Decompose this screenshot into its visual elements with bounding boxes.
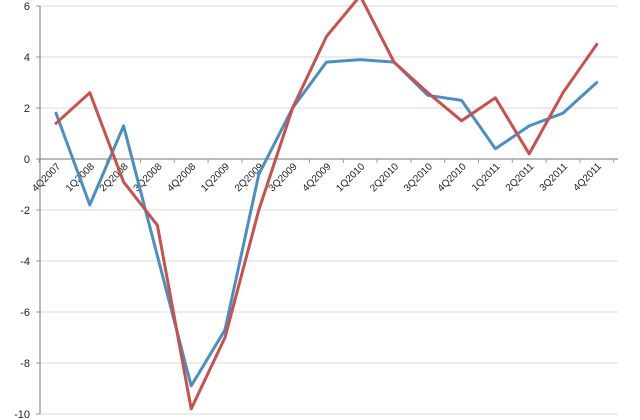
x-tick-label: 4Q2010 [436, 161, 469, 194]
y-tick-label: 0 [24, 154, 30, 166]
series-line-1 [54, 58, 599, 388]
x-tick-label: 3Q2011 [538, 161, 571, 194]
x-tick-label: 4Q2008 [165, 161, 198, 194]
x-tick-label: 2Q2009 [233, 161, 266, 194]
y-tick-label: -4 [20, 256, 30, 268]
gridlines [40, 5, 618, 415]
series-lines [54, 0, 599, 411]
y-tick-label: 6 [24, 1, 30, 13]
x-tick-label: 2Q2010 [368, 161, 401, 194]
y-tick-label: -6 [20, 307, 30, 319]
x-tick-label: 4Q2011 [572, 161, 605, 194]
x-tick-label: 1Q2010 [334, 161, 367, 194]
x-tick-label: 3Q2010 [402, 161, 435, 194]
y-tick-label: -10 [14, 409, 30, 420]
x-tick-label: 2Q2011 [504, 161, 537, 194]
x-tick-label: 4Q2007 [30, 161, 63, 194]
x-tick-label: 3Q2009 [267, 161, 300, 194]
x-tick-label: 1Q2009 [199, 161, 232, 194]
y-tick-label: -8 [20, 358, 30, 370]
y-tick-label: -2 [20, 205, 30, 217]
y-axis-ticks: 6 4 2 0 -2 -4 -6 -8 -10 [14, 1, 40, 420]
x-tick-label: 1Q2011 [470, 161, 503, 194]
y-tick-label: 4 [24, 52, 30, 64]
x-tick-label: 4Q2009 [301, 161, 334, 194]
series-line-2 [54, 0, 599, 411]
y-tick-label: 2 [24, 103, 30, 115]
